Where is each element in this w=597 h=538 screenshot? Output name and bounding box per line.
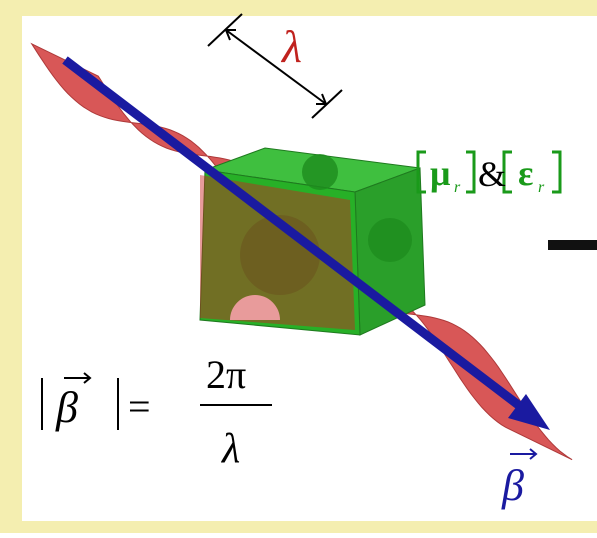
page: λ μ r & ε r β = 2π λ β (() => { const da… (0, 0, 597, 533)
formula-lhs: β (55, 383, 78, 432)
formula-numerator: 2π (206, 352, 246, 397)
vector-label: β (501, 461, 524, 510)
figure: λ μ r & ε r β = 2π λ β (0, 0, 597, 533)
mu-sub: r (454, 179, 461, 196)
wave-overlay (200, 175, 355, 330)
formula-equals: = (128, 384, 151, 429)
eps-sub: r (538, 179, 545, 196)
eps: ε (518, 153, 533, 193)
dash (548, 240, 597, 250)
cube-cavity (302, 154, 338, 190)
formula-denominator: λ (220, 426, 240, 472)
wavelength-label: λ (280, 21, 302, 72)
cube-cavity (368, 218, 412, 262)
ampersand: & (478, 154, 506, 194)
mu: μ (430, 153, 450, 193)
